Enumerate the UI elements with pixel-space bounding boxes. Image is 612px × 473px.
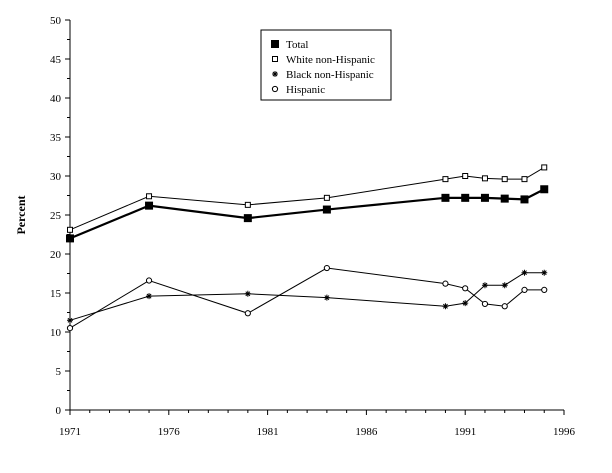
data-point-hispanic	[541, 286, 548, 293]
data-point-white-non-hispanic	[244, 201, 251, 208]
y-tick-label: 15	[50, 288, 62, 300]
data-point-white-non-hispanic	[323, 194, 330, 201]
data-point-hispanic	[521, 286, 528, 293]
data-point-total	[520, 195, 529, 204]
series-black-non-hispanic	[67, 269, 548, 324]
series-line-hispanic	[69, 267, 545, 329]
series-hispanic	[66, 264, 548, 332]
data-point-black-non-hispanic	[442, 303, 449, 310]
legend-marker-hispanic	[271, 85, 279, 93]
x-tick-label: 1986	[355, 426, 378, 438]
data-point-white-non-hispanic	[481, 175, 488, 182]
data-point-black-non-hispanic	[481, 282, 488, 289]
data-point-white-non-hispanic	[462, 173, 469, 179]
x-tick-label: 1981	[257, 426, 279, 438]
y-tick-label: 40	[50, 93, 62, 105]
legend: Total White non-Hispanic Black non-Hispani…	[260, 29, 392, 101]
y-axis-label: Percent	[14, 195, 28, 234]
y-tick-label: 35	[50, 132, 62, 144]
x-tick-label: 1976	[158, 426, 181, 438]
y-tick-label: 0	[56, 405, 62, 417]
data-point-total	[145, 201, 154, 210]
data-point-hispanic	[244, 310, 251, 317]
legend-marker-white-non-hispanic	[272, 56, 278, 62]
data-point-black-non-hispanic	[521, 269, 528, 276]
series-group	[66, 164, 549, 332]
legend-box	[260, 29, 392, 101]
y-tick-label: 20	[50, 249, 62, 261]
data-point-white-non-hispanic	[146, 193, 153, 200]
data-point-total	[480, 193, 489, 202]
data-point-black-non-hispanic	[244, 290, 251, 297]
data-point-hispanic	[481, 300, 489, 308]
data-point-total	[540, 185, 549, 194]
data-point-black-non-hispanic	[501, 282, 508, 289]
data-point-black-non-hispanic	[146, 293, 153, 300]
data-point-hispanic	[145, 277, 153, 284]
data-point-total	[461, 193, 470, 202]
y-tick-label: 45	[50, 54, 62, 66]
tick-labels: 0 5 10 15 20 25 30 35 40 45 50 1971 1976 1981 1986 1991…	[50, 15, 576, 438]
data-point-total	[441, 193, 450, 202]
y-tick-label: 25	[50, 210, 62, 222]
data-point-hispanic	[323, 264, 330, 272]
y-tick-label: 5	[56, 366, 62, 378]
x-tick-label: 1996	[553, 426, 576, 438]
data-point-black-non-hispanic	[67, 317, 73, 324]
series-line-white-non-hispanic	[69, 166, 545, 231]
legend-label-total: Total	[286, 39, 308, 51]
legend-label-hispanic: Hispanic	[286, 84, 325, 96]
y-tick-label: 30	[50, 171, 62, 183]
data-point-hispanic	[501, 303, 508, 310]
legend-label-white-non-hispanic: White non-Hispanic	[286, 54, 375, 66]
data-point-white-non-hispanic	[501, 176, 508, 183]
data-point-white-non-hispanic	[521, 176, 528, 183]
series-line-total	[69, 188, 545, 240]
series-line-black-non-hispanic	[69, 272, 545, 321]
legend-marker-total	[271, 40, 279, 48]
y-tick-label: 10	[50, 327, 62, 339]
data-point-hispanic	[462, 285, 469, 292]
x-tick-label: 1991	[454, 426, 476, 438]
data-point-white-non-hispanic	[442, 176, 449, 183]
data-point-white-non-hispanic	[67, 226, 73, 233]
legend-marker-black-non-hispanic	[272, 71, 278, 77]
data-point-total	[66, 234, 74, 243]
series-total	[66, 185, 549, 243]
data-point-black-non-hispanic	[462, 300, 469, 307]
data-point-total	[500, 194, 509, 203]
data-point-black-non-hispanic	[323, 294, 330, 301]
data-point-total	[322, 205, 331, 214]
data-point-hispanic	[442, 280, 449, 287]
data-point-black-non-hispanic	[541, 269, 548, 276]
y-tick-label: 50	[50, 15, 62, 27]
data-point-total	[243, 214, 252, 223]
data-point-white-non-hispanic	[541, 164, 548, 171]
series-white-non-hispanic	[67, 164, 548, 233]
legend-label-black-non-hispanic: Black non-Hispanic	[286, 69, 374, 81]
x-tick-label: 1971	[59, 426, 81, 438]
data-point-hispanic	[66, 325, 74, 332]
